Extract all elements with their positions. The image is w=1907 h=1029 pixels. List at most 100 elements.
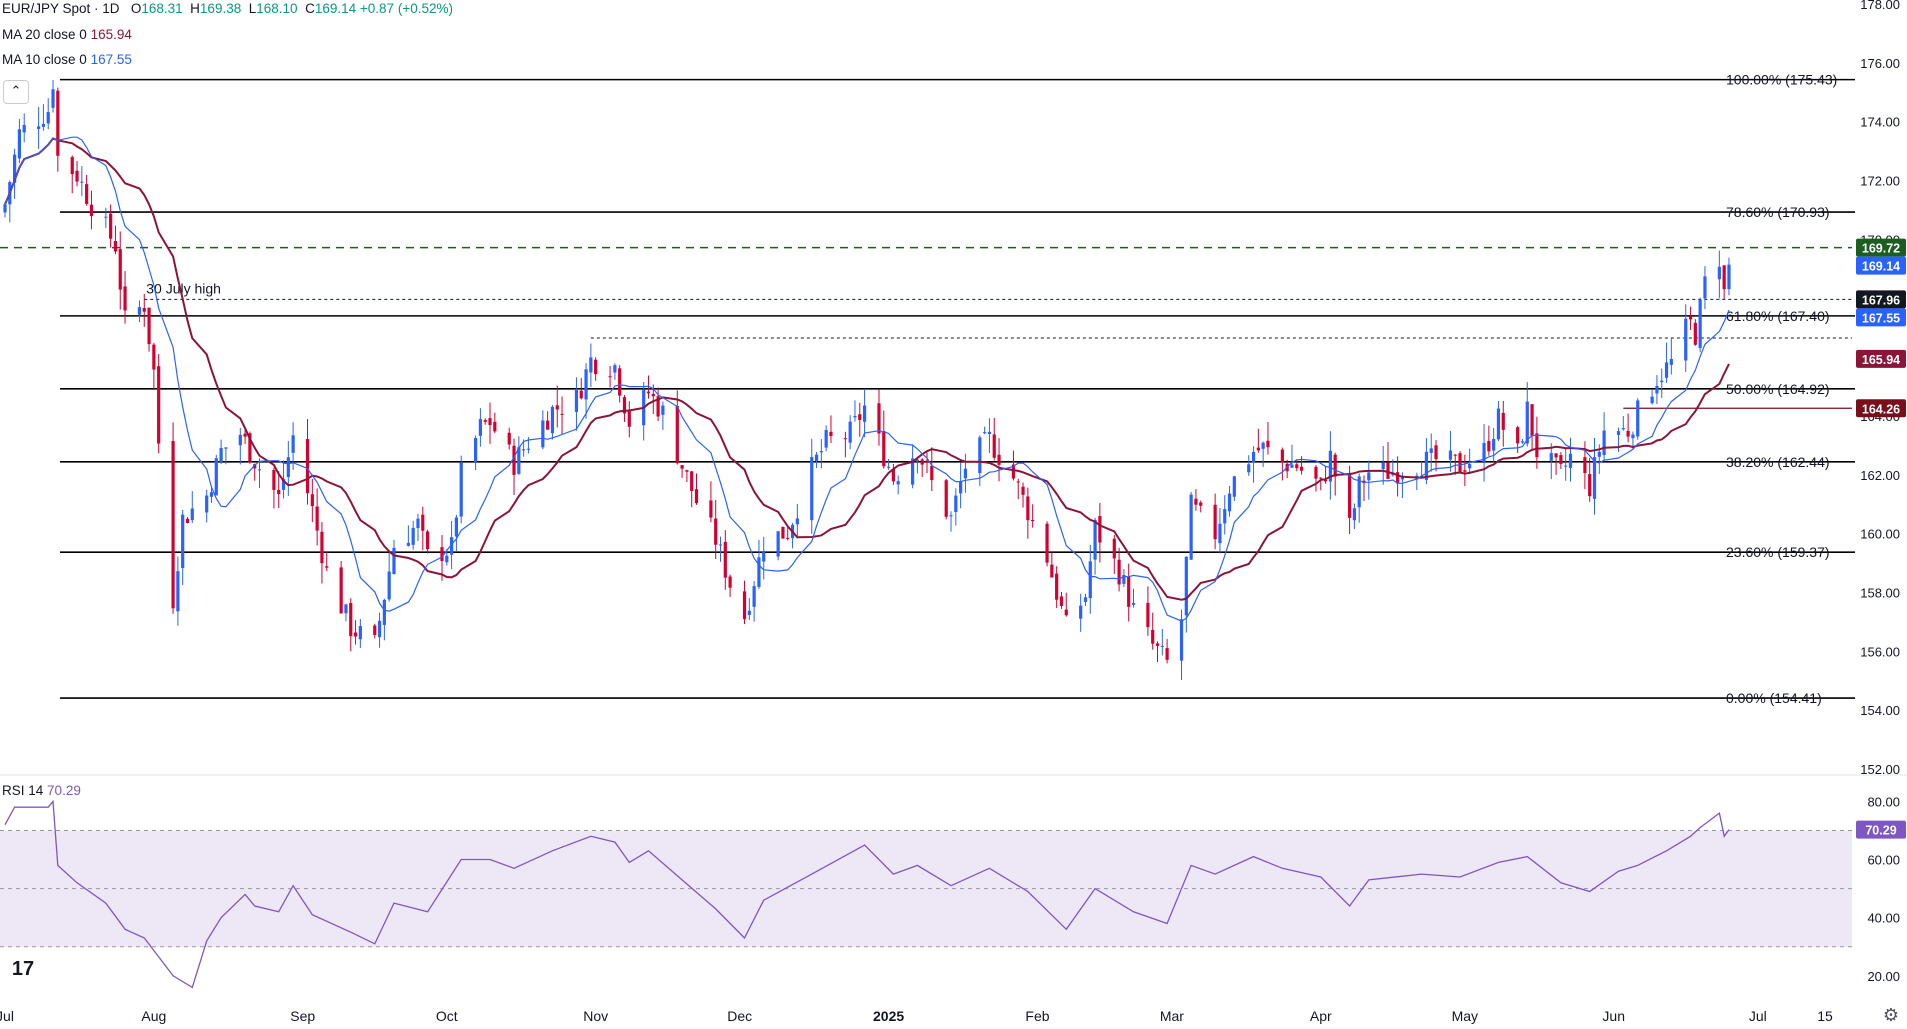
rsi-pane bbox=[0, 799, 1852, 989]
price-tick-12: 176.00 bbox=[1860, 56, 1900, 71]
candle-body-106 bbox=[714, 518, 718, 545]
candle-body-229 bbox=[1535, 433, 1539, 458]
candle-body-113 bbox=[757, 557, 761, 588]
price-tick-0: 152.00 bbox=[1860, 762, 1900, 777]
candle-body-34 bbox=[224, 447, 228, 449]
candle-body-243 bbox=[1631, 434, 1635, 439]
candle-body-235 bbox=[1583, 457, 1587, 474]
candle-body-2 bbox=[13, 154, 17, 183]
candle-body-256 bbox=[1722, 265, 1726, 290]
candle-body-140 bbox=[944, 480, 948, 517]
tradingview-logo-icon[interactable]: 17 bbox=[6, 955, 40, 983]
candle-body-147 bbox=[987, 431, 992, 435]
candle-body-43 bbox=[286, 457, 290, 478]
candle-body-249 bbox=[1669, 358, 1673, 365]
ohlc-open: O168.31 bbox=[130, 1, 183, 16]
candle-body-125 bbox=[843, 438, 847, 440]
candle-body-133 bbox=[891, 468, 895, 482]
candle-body-166 bbox=[1117, 559, 1121, 585]
candle-body-174 bbox=[1165, 648, 1169, 660]
candle-body-165 bbox=[1112, 538, 1116, 559]
candle-body-206 bbox=[1386, 462, 1390, 479]
price-tag-3 bbox=[1856, 308, 1906, 327]
candle-body-130 bbox=[877, 403, 881, 434]
candle-body-114 bbox=[762, 552, 766, 562]
legend-rsi-row[interactable]: RSI 14 70.29 bbox=[2, 783, 81, 798]
candle-body-87 bbox=[584, 369, 588, 400]
candle-body-155 bbox=[1045, 523, 1049, 563]
fib-label-2: 61.80% (167.40) bbox=[1726, 308, 1830, 324]
gear-icon[interactable]: ⚙ bbox=[1882, 1005, 1899, 1025]
candle-body-99 bbox=[661, 405, 665, 415]
candle-body-112 bbox=[752, 586, 756, 607]
candle-body-53 bbox=[353, 632, 358, 637]
candle-body-230 bbox=[1549, 453, 1553, 461]
candle-body-111 bbox=[747, 610, 751, 615]
candle-body-120 bbox=[810, 456, 814, 521]
candle-body-29 bbox=[190, 508, 194, 521]
legend-ma20-row[interactable]: MA 20 close 0 165.94 bbox=[2, 27, 132, 42]
rsi-tick-1: 40.00 bbox=[1867, 911, 1900, 926]
candle-body-69 bbox=[459, 462, 463, 517]
candle-body-10 bbox=[70, 157, 74, 175]
candle-body-169 bbox=[1131, 602, 1136, 605]
candle-body-94 bbox=[627, 410, 631, 427]
candle-body-104 bbox=[694, 489, 699, 504]
candle-body-248 bbox=[1664, 362, 1669, 378]
candle-body-128 bbox=[858, 414, 862, 421]
candle-body-127 bbox=[853, 416, 857, 418]
candle-body-25 bbox=[171, 440, 175, 609]
legend-ma10-row[interactable]: MA 10 close 0 167.55 bbox=[2, 52, 132, 67]
candle-body-150 bbox=[1011, 464, 1016, 479]
ma10-label: MA 10 close 0 bbox=[2, 52, 87, 67]
candle-body-11 bbox=[75, 170, 79, 182]
candle-body-177 bbox=[1189, 494, 1193, 560]
candle-body-56 bbox=[377, 620, 382, 638]
candle-body-167 bbox=[1122, 575, 1126, 584]
candle-body-135 bbox=[910, 458, 915, 485]
candle-body-137 bbox=[920, 459, 924, 465]
candle-body-131 bbox=[882, 430, 886, 467]
price-tick-1: 154.00 bbox=[1860, 703, 1900, 718]
candle-body-12 bbox=[80, 181, 84, 183]
candle-body-257 bbox=[1727, 264, 1731, 290]
price-tick-2: 156.00 bbox=[1860, 644, 1900, 659]
collapse-legend-button[interactable]: ⌃ bbox=[3, 80, 29, 104]
fib-label-4: 38.20% (162.44) bbox=[1726, 454, 1830, 470]
candle-body-146 bbox=[983, 432, 987, 434]
fib-label-6: 0.00% (154.41) bbox=[1726, 690, 1822, 706]
candle-body-26 bbox=[176, 571, 180, 612]
chevron-up-icon: ⌃ bbox=[10, 83, 22, 98]
rsi-tick-0: 20.00 bbox=[1867, 969, 1900, 984]
candle-body-36 bbox=[243, 433, 247, 437]
candle-body-186 bbox=[1251, 451, 1256, 463]
candle-body-122 bbox=[819, 451, 823, 453]
candle-body-77 bbox=[517, 447, 521, 474]
candle-body-195 bbox=[1314, 466, 1318, 479]
candle-body-102 bbox=[685, 470, 689, 472]
candle-body-8 bbox=[51, 89, 55, 108]
fib-label-1: 78.60% (170.93) bbox=[1726, 204, 1830, 220]
candle-body-208 bbox=[1396, 472, 1400, 484]
candle-body-33 bbox=[219, 447, 223, 462]
candle-body-121 bbox=[814, 454, 819, 462]
candle-body-81 bbox=[546, 420, 550, 430]
candle-body-55 bbox=[373, 625, 377, 635]
candle-body-205 bbox=[1381, 462, 1385, 469]
rsi-band bbox=[0, 830, 1852, 947]
candle-body-154 bbox=[1031, 520, 1035, 522]
candle-body-199 bbox=[1333, 454, 1337, 477]
candle-body-59 bbox=[392, 547, 396, 574]
candle-body-160 bbox=[1079, 605, 1083, 619]
rsi-label: RSI 14 bbox=[2, 783, 44, 798]
rsi-line bbox=[4, 799, 1730, 989]
price-tag-5 bbox=[1856, 399, 1906, 418]
candle-body-79 bbox=[526, 448, 531, 450]
ma20-value: 165.94 bbox=[90, 27, 132, 42]
price-tick-11: 174.00 bbox=[1860, 115, 1900, 130]
candle-body-38 bbox=[253, 464, 257, 469]
candle-body-213 bbox=[1429, 448, 1433, 453]
candle-body-234 bbox=[1568, 453, 1573, 468]
candle-body-115 bbox=[776, 531, 780, 557]
